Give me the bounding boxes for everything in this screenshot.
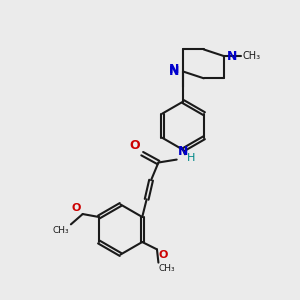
Text: N: N — [169, 65, 180, 78]
Text: CH₃: CH₃ — [53, 226, 69, 236]
Text: CH₃: CH₃ — [243, 51, 261, 61]
Text: CH₃: CH₃ — [159, 264, 175, 273]
Text: O: O — [129, 139, 140, 152]
Text: N: N — [169, 63, 180, 76]
Text: N: N — [227, 50, 238, 63]
Text: N: N — [178, 146, 188, 158]
Text: O: O — [71, 203, 81, 213]
Text: O: O — [158, 250, 168, 260]
Text: H: H — [187, 152, 195, 163]
